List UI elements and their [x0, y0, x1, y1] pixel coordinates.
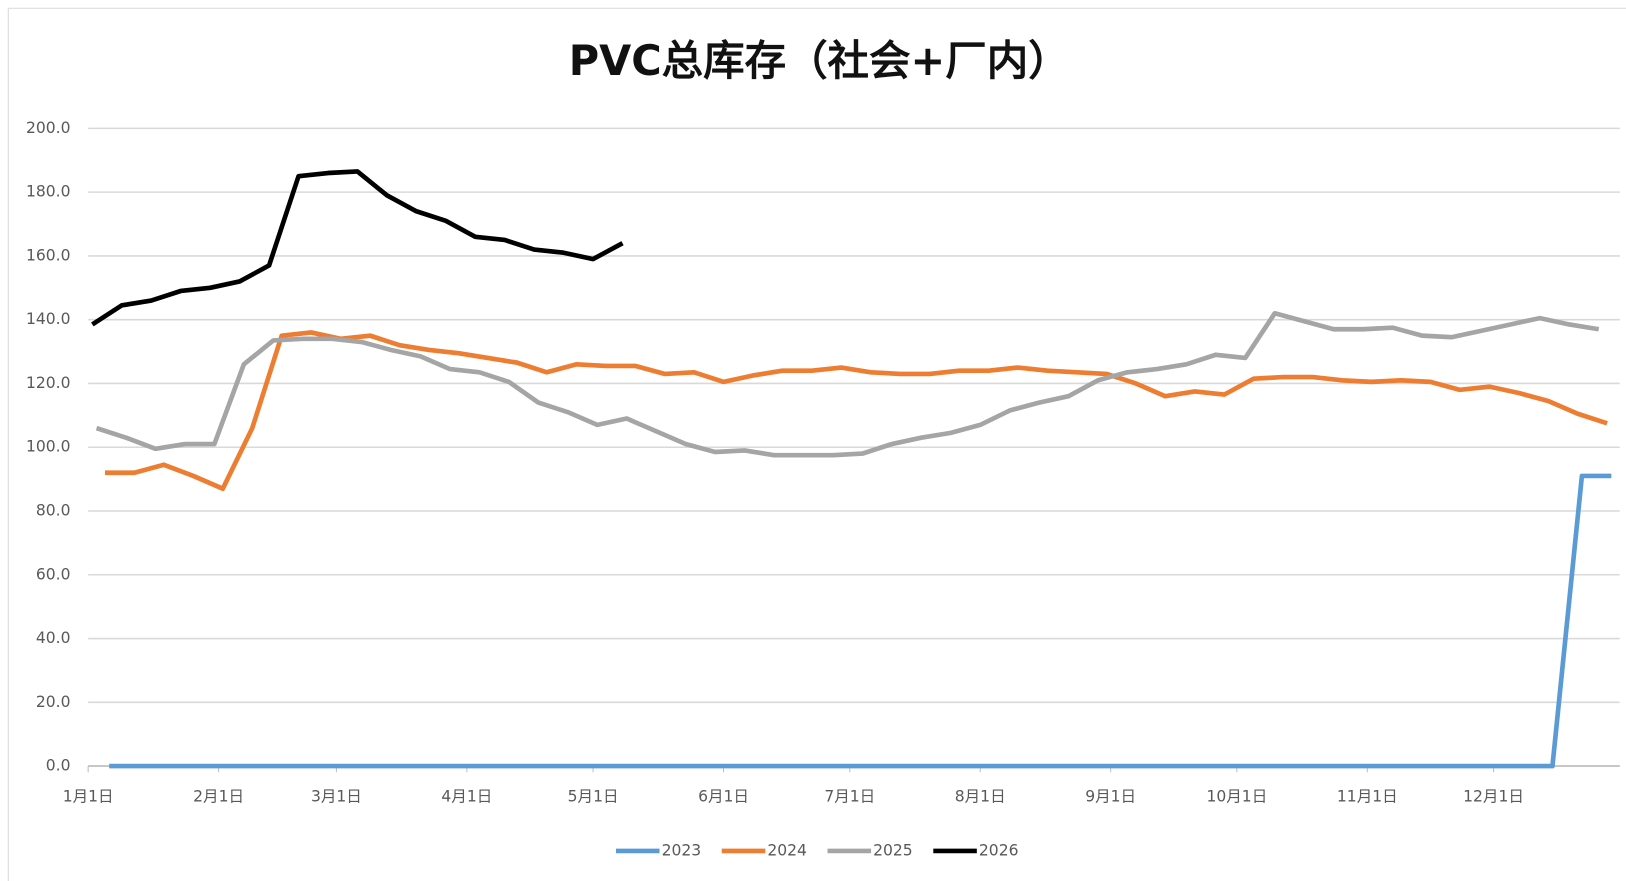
y-tick-label: 100.0: [26, 438, 71, 456]
x-tick-label: 5月1日: [568, 788, 619, 806]
legend-label: 2025: [873, 841, 913, 859]
series-line: [109, 473, 1612, 769]
x-tick-label: 10月1日: [1206, 788, 1267, 806]
legend-label: 2023: [662, 841, 702, 859]
y-tick-label: 200.0: [26, 119, 71, 137]
x-tick-label: 7月1日: [824, 788, 875, 806]
series-line: [95, 310, 1600, 458]
x-tick-label: 2月1日: [193, 788, 244, 806]
x-tick-label: 8月1日: [955, 788, 1006, 806]
x-tick-label: 3月1日: [311, 788, 362, 806]
x-tick-label: 12月1日: [1463, 788, 1524, 806]
y-tick-label: 0.0: [46, 757, 71, 775]
x-tick-label: 9月1日: [1085, 788, 1136, 806]
chart-title: PVC总库存（社会+厂内）: [569, 37, 1070, 85]
y-tick-label: 60.0: [36, 565, 71, 583]
series-line: [104, 330, 1608, 492]
legend-label: 2026: [979, 841, 1019, 859]
x-tick-label: 6月1日: [698, 788, 749, 806]
y-tick-label: 20.0: [36, 693, 71, 711]
x-tick-label: 11月1日: [1337, 788, 1398, 806]
y-tick-label: 180.0: [26, 183, 71, 201]
y-tick-label: 40.0: [36, 629, 71, 647]
x-tick-label: 1月1日: [63, 788, 114, 806]
y-tick-label: 140.0: [26, 310, 71, 328]
y-tick-label: 80.0: [36, 502, 71, 520]
y-tick-label: 120.0: [26, 374, 71, 392]
series-line: [91, 169, 624, 327]
y-tick-label: 160.0: [26, 246, 71, 264]
x-tick-label: 4月1日: [441, 788, 492, 806]
legend-label: 2024: [767, 841, 807, 859]
